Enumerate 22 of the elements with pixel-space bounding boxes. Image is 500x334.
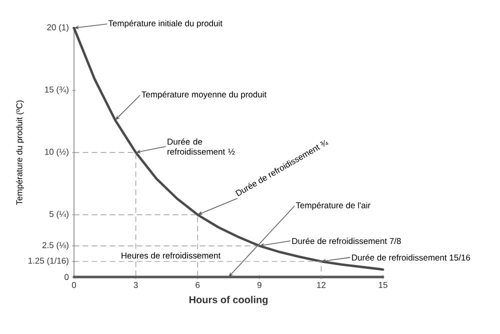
- annotation: Durée de refroidissement 7/8: [292, 238, 401, 244]
- x-tick-label: 15: [378, 282, 388, 288]
- annotation: Température de l'air: [296, 202, 370, 210]
- x-tick-label: 3: [134, 282, 138, 288]
- x-tick-label: 12: [317, 282, 326, 288]
- y-tick-label: 2.5 (⅛): [42, 242, 68, 250]
- annotation: Durée de refroidissement ½: [168, 138, 235, 155]
- y-tick-label: 5 (¼): [49, 210, 68, 219]
- y-tick-label: 15 (¾): [45, 86, 68, 94]
- y-tick-label: 0: [64, 274, 69, 280]
- annotation: Heures de refroidissement: [122, 252, 221, 259]
- y-tick-label: 1.25 (1/16): [28, 257, 68, 266]
- x-tick-label: 6: [196, 282, 200, 288]
- y-axis-title: Température du produit (ºC): [16, 100, 24, 205]
- x-tick-label: 0: [72, 282, 76, 288]
- annotation: Durée de refroidissement 15/16: [352, 254, 470, 261]
- y-tick-label: 20 (1): [47, 24, 68, 32]
- annotation: Température initiale du produit: [108, 20, 222, 28]
- x-tick-label: 9: [257, 282, 262, 288]
- x-axis-title: Hours of cooling: [189, 296, 268, 306]
- y-tick-label: 10 (½): [45, 148, 68, 156]
- annotation: Température moyenne du produit: [142, 91, 267, 100]
